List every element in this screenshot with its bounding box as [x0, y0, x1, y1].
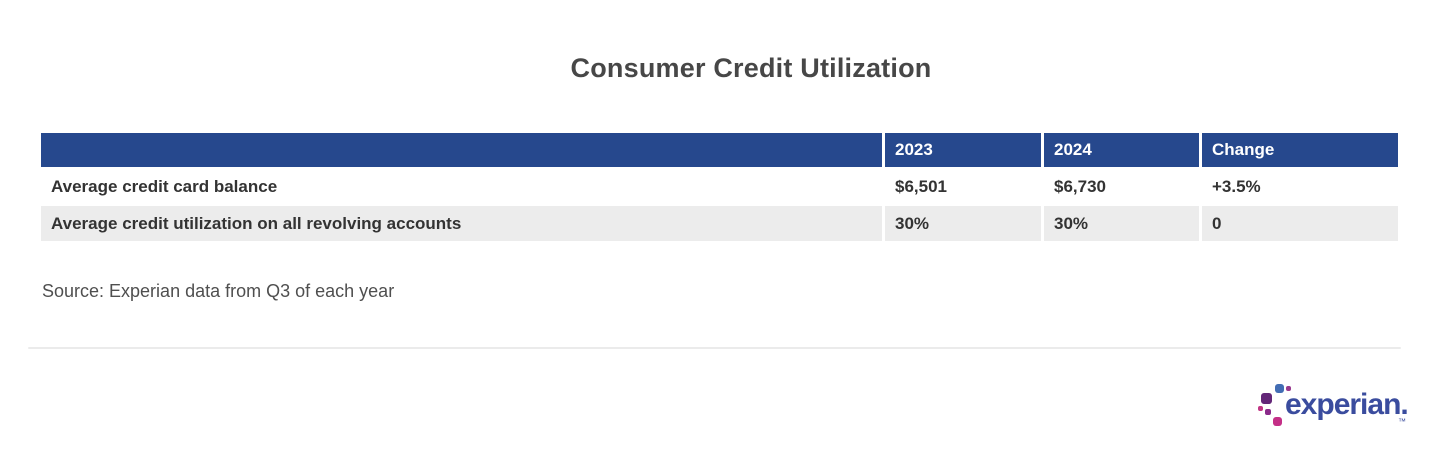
experian-logo: experian. ™ — [1256, 380, 1409, 432]
header-cell-change: Change — [1202, 133, 1398, 167]
cell-2024: $6,730 — [1044, 169, 1199, 204]
divider — [28, 347, 1401, 349]
header-cell-2023: 2023 — [885, 133, 1041, 167]
trademark-icon: ™ — [1398, 417, 1406, 426]
cell-change: 0 — [1202, 206, 1398, 241]
logo-dot-blue-icon — [1275, 384, 1284, 393]
cell-2023: $6,501 — [885, 169, 1041, 204]
table-row: Average credit utilization on all revolv… — [41, 206, 1398, 241]
logo-dot-violet-icon — [1261, 393, 1272, 404]
data-table: 2023 2024 Change Average credit card bal… — [41, 133, 1398, 241]
cell-change: +3.5% — [1202, 169, 1398, 204]
chart-title: Consumer Credit Utilization — [570, 53, 932, 83]
logo-dot-magenta-md-icon — [1265, 409, 1271, 415]
row-label: Average credit card balance — [41, 169, 882, 204]
logo-dot-magenta-sm-icon — [1258, 406, 1263, 411]
cell-2023: 30% — [885, 206, 1041, 241]
row-label: Average credit utilization on all revolv… — [41, 206, 882, 241]
logo-dot-magenta-icon — [1273, 417, 1282, 426]
source-note: Source: Experian data from Q3 of each ye… — [42, 281, 395, 301]
table-header-row: 2023 2024 Change — [41, 133, 1398, 167]
cell-2024: 30% — [1044, 206, 1199, 241]
header-cell-blank — [41, 133, 882, 167]
header-cell-2024: 2024 — [1044, 133, 1199, 167]
logo-dot-purple-icon — [1286, 386, 1291, 391]
table-row: Average credit card balance $6,501 $6,73… — [41, 169, 1398, 204]
logo-wordmark: experian. — [1285, 388, 1409, 421]
